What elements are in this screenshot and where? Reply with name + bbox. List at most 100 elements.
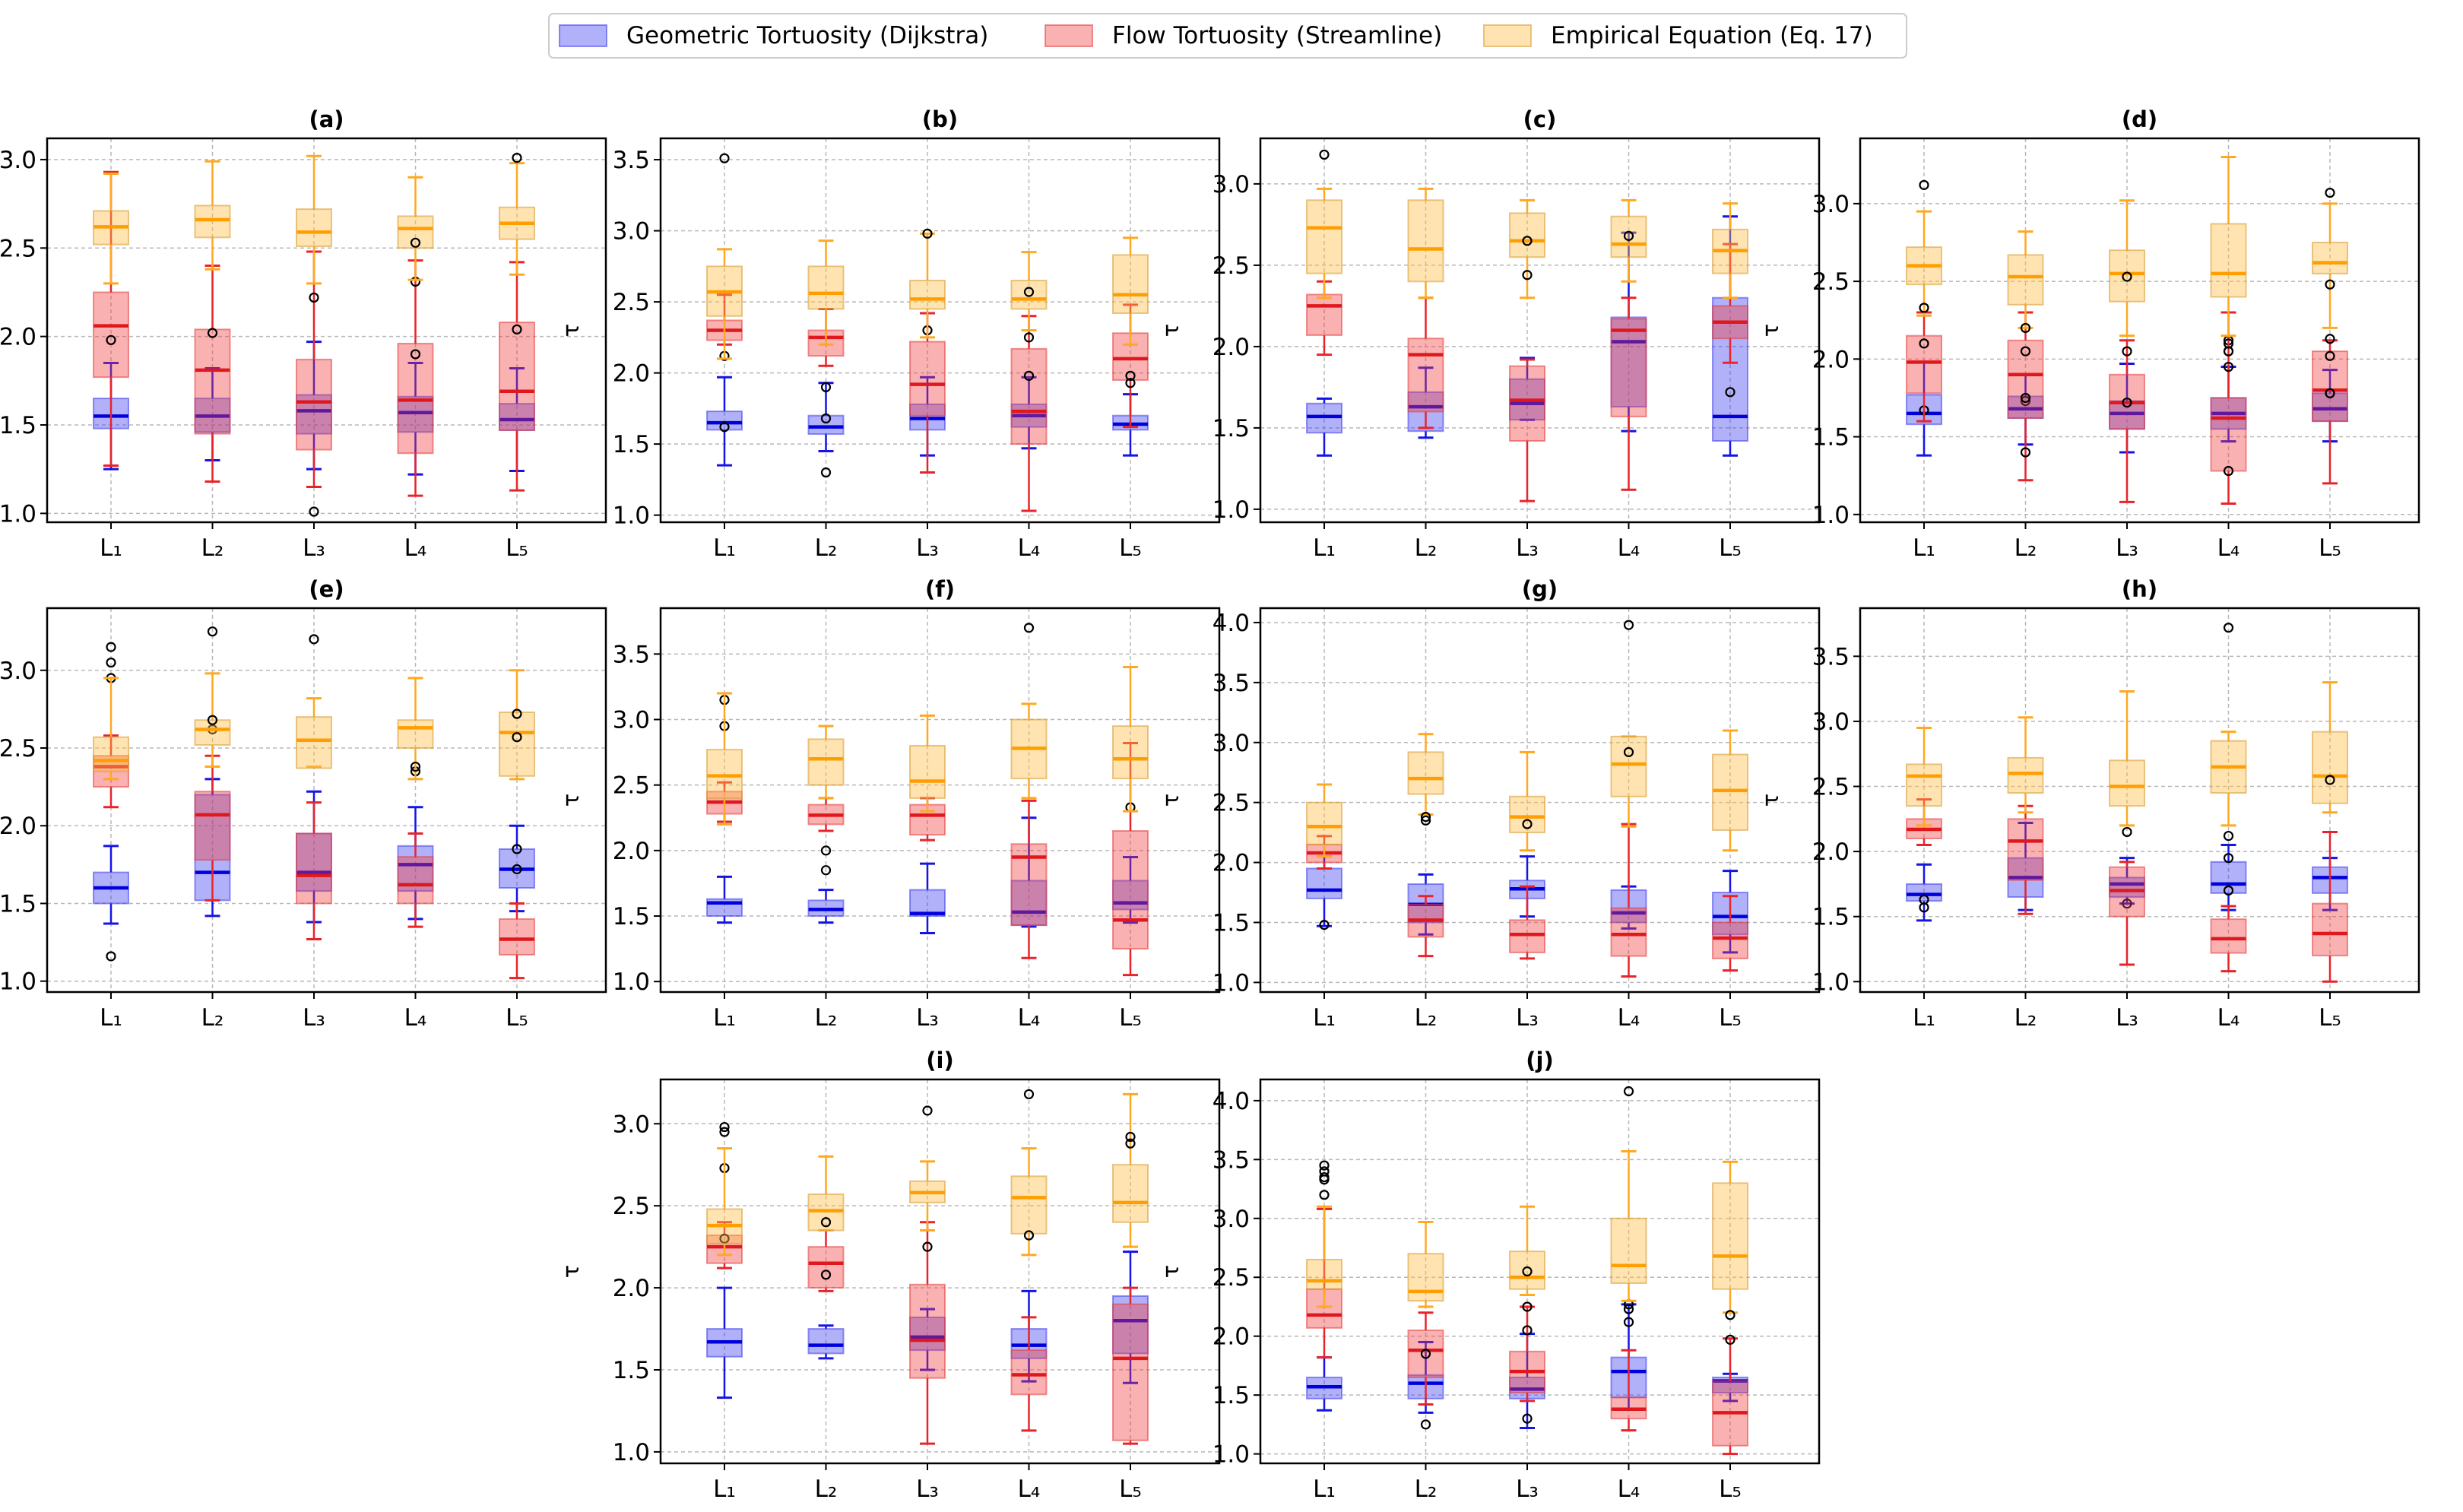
box-flow-2	[807, 797, 845, 876]
box-flow-3	[296, 250, 332, 488]
outlier-point	[2020, 322, 2031, 334]
outlier-point	[512, 708, 522, 719]
box-emp-5	[1112, 666, 1149, 813]
iqr-box	[2210, 223, 2247, 298]
outlier-point	[2325, 775, 2335, 785]
panel-title: (c)	[1523, 106, 1557, 132]
box-flow-4	[1610, 1299, 1647, 1432]
ytick-label: 1.0	[1812, 968, 1850, 996]
box-geo-4	[2210, 844, 2247, 911]
panel-title: (b)	[922, 106, 958, 132]
box-emp-5	[1112, 236, 1149, 346]
outlier-point	[2122, 826, 2132, 838]
iqr-box	[1906, 883, 1942, 902]
ytick-label: 3.5	[613, 641, 650, 668]
outlier-point	[2122, 346, 2132, 357]
xtick-label: L₅	[1719, 1004, 1742, 1032]
axes-frame	[1859, 137, 2420, 524]
ytick-label: 1.5	[613, 431, 650, 458]
outlier-point	[2325, 350, 2335, 361]
box-emp-4	[2210, 156, 2247, 357]
iqr-box	[807, 1328, 845, 1355]
outlier-point	[2223, 361, 2234, 372]
box-emp-3	[909, 228, 946, 339]
iqr-box	[1407, 751, 1444, 795]
outlier-point	[1125, 378, 1136, 388]
box-emp-2	[194, 626, 231, 769]
iqr-box	[296, 358, 332, 451]
outlier-point	[106, 951, 116, 962]
iqr-box	[397, 719, 434, 750]
outlier-point	[1725, 1334, 1736, 1345]
ytick-label: 4.0	[1212, 610, 1250, 637]
box-flow-4	[1010, 1316, 1048, 1432]
outlier-point	[1623, 620, 1634, 630]
box-flow-3	[1509, 885, 1545, 960]
iqr-box	[397, 215, 434, 249]
box-flow-3	[909, 1221, 946, 1445]
iqr-box	[1112, 880, 1149, 911]
ytick-label: 2.5	[0, 235, 36, 262]
outlier-point	[2020, 447, 2031, 458]
box-flow-4	[1610, 823, 1647, 978]
box-flow-3	[2109, 826, 2145, 966]
ytick-label: 3.0	[1812, 191, 1850, 218]
outlier-point	[1319, 1160, 1330, 1171]
iqr-box	[807, 738, 845, 786]
xtick-label: L₄	[2217, 1004, 2240, 1032]
box-emp-3	[1509, 198, 1545, 300]
xtick-label: L₂	[201, 1004, 224, 1032]
outlier-point	[512, 844, 522, 854]
ytick-label: 2.0	[1812, 838, 1850, 866]
ytick-label: 1.0	[0, 968, 36, 996]
iqr-box	[1509, 1250, 1545, 1290]
xtick-label: L₅	[2319, 534, 2341, 562]
xtick-label: L₂	[815, 1476, 838, 1503]
iqr-box	[2109, 759, 2145, 807]
ytick-label: 2.0	[613, 360, 650, 388]
outlier-point	[1522, 270, 1533, 281]
box-geo-3	[909, 1308, 946, 1371]
outlier-point	[512, 324, 522, 334]
box-flow-2	[1407, 296, 1444, 430]
box-flow-4	[1010, 315, 1048, 512]
box-emp-3	[296, 154, 332, 285]
iqr-box	[2312, 241, 2348, 274]
ytick-label: 1.5	[0, 890, 36, 918]
outlier-point	[2223, 885, 2234, 896]
box-emp-5	[1112, 1092, 1149, 1248]
panel-title: (f)	[925, 576, 955, 602]
xtick-label: L₄	[404, 534, 427, 562]
ytick-label: 2.5	[613, 1193, 650, 1220]
box-flow-4	[1610, 296, 1647, 491]
ytick-label: 2.0	[613, 1275, 650, 1302]
panel-title: (h)	[2122, 576, 2157, 602]
iqr-box	[1112, 1303, 1149, 1441]
ytick-label: 1.5	[1812, 904, 1850, 931]
iqr-box	[706, 749, 743, 799]
ytick-label: 2.0	[1812, 346, 1850, 373]
outlier-point	[1623, 1304, 1634, 1314]
outlier-point	[1522, 1301, 1533, 1312]
y-axis-label: τ	[1758, 794, 1783, 807]
box-emp-4	[1010, 1089, 1048, 1257]
outlier-point	[2122, 898, 2132, 909]
ytick-label: 2.0	[1212, 334, 1250, 361]
box-emp-1	[1906, 726, 1942, 827]
iqr-box	[1509, 365, 1545, 442]
outlier-point	[410, 349, 421, 360]
ytick-label: 3.0	[0, 147, 36, 174]
box-emp-2	[807, 1155, 845, 1232]
box-flow-5	[2312, 830, 2348, 983]
panel-title: (j)	[1526, 1048, 1553, 1073]
outlier-point	[2325, 388, 2335, 398]
iqr-box	[1112, 725, 1149, 780]
xtick-label: L₂	[1415, 1476, 1438, 1503]
outlier-point	[1420, 1419, 1431, 1430]
box-flow-5	[2312, 334, 2348, 485]
xtick-label: L₅	[1119, 1004, 1142, 1032]
xtick-label: L₂	[815, 534, 838, 562]
legend-swatch-geo	[559, 24, 607, 47]
box-emp-4	[1610, 198, 1647, 283]
box-geo-3	[909, 862, 946, 934]
